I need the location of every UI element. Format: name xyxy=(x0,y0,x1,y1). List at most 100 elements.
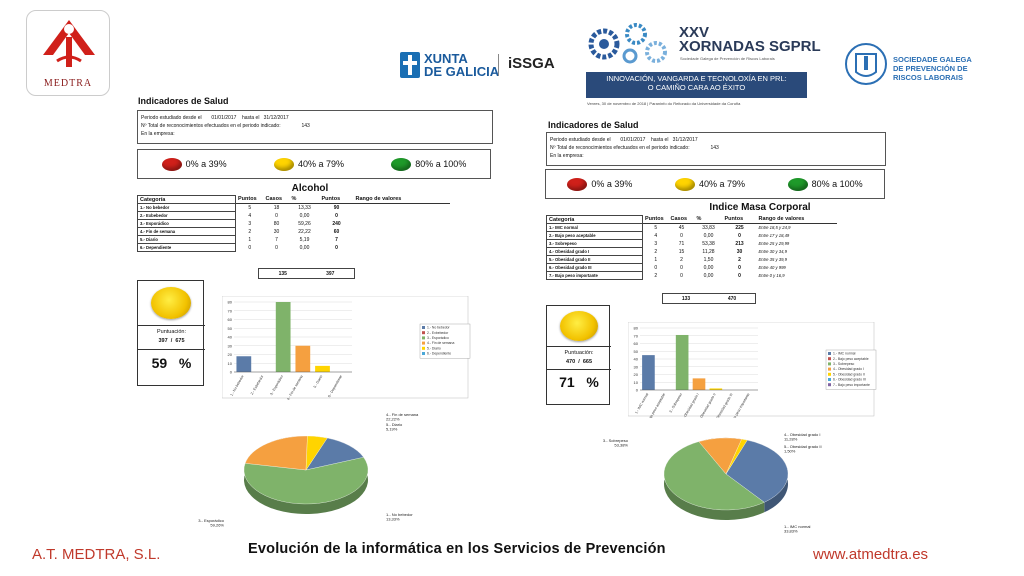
right-period-label: Periodo estudiado desde el xyxy=(550,137,611,143)
left-score-label: Puntuación: xyxy=(156,329,187,335)
left-total-cases: 135 xyxy=(278,270,287,277)
legend-swatch xyxy=(828,357,831,361)
row-cell: 0,00 xyxy=(703,264,714,271)
row-cell: 22,22 xyxy=(298,228,311,235)
footer-website-link[interactable]: www.atmedtra.es xyxy=(813,546,929,563)
bar xyxy=(295,345,311,372)
row-cell: 240 xyxy=(332,220,341,227)
row-cell: 0 xyxy=(248,244,252,251)
event-name: XORNADAS SGPRL xyxy=(679,38,821,55)
y-tick-label: 10 xyxy=(228,361,233,366)
row-cell xyxy=(354,236,450,244)
col-header: Categoría xyxy=(137,195,236,204)
right-total-cases: 133 xyxy=(681,295,691,302)
bar xyxy=(275,302,291,372)
pie-slice xyxy=(245,435,308,471)
row-cell: 90 xyxy=(333,204,340,211)
left-info-box: Periodo estudiado desde el 01/01/2017 ha… xyxy=(137,110,493,144)
right-info-box: Periodo estudiado desde el 01/01/2017 ha… xyxy=(546,132,886,166)
row-cell: Entre 0 y 16,9 xyxy=(758,273,785,278)
pie-label: 5.- Obesidad grado II xyxy=(784,444,822,449)
pie-label: 5.- Diario xyxy=(386,422,403,427)
col-header: Puntos xyxy=(235,195,264,204)
table-row: 2.- Bajo peso aceptable 4 0 0,00 0 Entre 17 y… xyxy=(546,231,837,240)
row-category: 2.- Bajo peso aceptable xyxy=(546,231,643,240)
table-row: 5.- Diario 1 7 5,19 7 xyxy=(137,235,450,244)
row-category: 2.- Exbebedor xyxy=(137,211,236,220)
legend-yellow-label: 40% a 79% xyxy=(297,158,344,169)
legend-entry: 5.- Obesidad grado II xyxy=(833,372,865,376)
table-row: 2.- Exbebedor 4 0 0,00 0 xyxy=(137,211,450,220)
y-tick-label: 0 xyxy=(636,388,639,393)
row-cell xyxy=(354,212,450,220)
table-header: Categoría Puntos Casos % Puntos Rango de… xyxy=(137,195,450,204)
yellow-light-icon xyxy=(273,157,294,171)
row-category: 4.- Fin de semana xyxy=(137,227,236,236)
row-cell: 7 xyxy=(275,236,278,243)
row-cell xyxy=(354,228,450,236)
col-header: Puntos xyxy=(642,215,669,224)
right-score-label: Puntuación: xyxy=(564,350,594,356)
row-category: 4.- Obesidad grado I xyxy=(546,247,643,256)
row-cell: Entre 17 y 18,49 xyxy=(758,233,790,238)
left-total-value: 143 xyxy=(301,123,310,129)
row-cell: 45 xyxy=(678,224,685,231)
legend-green: 80% a 100% xyxy=(787,177,863,191)
legend-red: 0% a 39% xyxy=(567,177,632,191)
left-section-title: Alcohol xyxy=(291,183,329,194)
left-period-to-label: hasta el xyxy=(241,115,260,121)
pie-label: 3.- Sobrepeso xyxy=(603,438,629,443)
row-cell: 59,26 xyxy=(298,220,311,227)
green-light-icon xyxy=(391,157,412,171)
row-cell: 15 xyxy=(678,248,685,255)
row-cell: 225 xyxy=(735,224,744,231)
table-row: 6.- Dependiente 0 0 0,00 0 xyxy=(137,243,450,252)
legend-green: 80% a 100% xyxy=(391,157,466,171)
y-tick-label: 0 xyxy=(230,370,233,375)
col-header: Categoría xyxy=(546,215,643,224)
row-cell: 7 xyxy=(335,236,338,243)
right-score: 470 xyxy=(565,359,576,365)
left-percent-sign: % xyxy=(178,355,192,371)
sgprl-line2: DE PREVENCIÓN DE xyxy=(893,64,968,73)
row-cell: 60 xyxy=(333,228,340,235)
row-category: 3.- Esporádico xyxy=(137,219,236,228)
bar xyxy=(236,356,252,372)
right-period-from: 01/01/2017 xyxy=(620,137,646,143)
bar xyxy=(709,388,723,390)
left-period-label: Periodo estudiado desde el xyxy=(141,115,202,121)
red-light-icon xyxy=(161,157,182,171)
left-company-label: En la empresa: xyxy=(141,131,175,137)
row-cell: 0 xyxy=(680,232,683,239)
row-cell xyxy=(354,244,450,252)
pie-label: 4.- Obesidad grado I xyxy=(784,432,820,437)
table-row: 3.- Sobrepeso 3 71 53,38 213 Entre 25 y 29,99 xyxy=(546,239,837,248)
right-total-points: 470 xyxy=(727,295,737,302)
table-row: 1.- No bebedor 5 18 13,33 90 xyxy=(137,203,450,212)
col-header: Rango de valores xyxy=(756,215,837,224)
pie-percent-label: 13,33% xyxy=(386,517,400,522)
row-cell: 5 xyxy=(248,204,252,211)
row-cell: 2 xyxy=(738,256,741,263)
y-tick-label: 70 xyxy=(634,333,639,338)
event-date: Venres, 30 de novembro de 2018 | Paranin… xyxy=(587,101,741,106)
pie-slice xyxy=(243,457,369,505)
xunta-line1: XUNTA xyxy=(424,51,468,66)
col-header: Casos xyxy=(263,195,290,204)
legend-entry: 6.- Obesidad grado III xyxy=(833,378,866,382)
row-cell: 0 xyxy=(680,264,683,271)
col-header: Rango de valores xyxy=(353,195,450,204)
chart-legend xyxy=(825,349,877,390)
row-cell: 33,83 xyxy=(702,224,715,231)
row-category: 6.- Dependiente xyxy=(137,243,236,252)
pie-label: 1.- No bebedor xyxy=(386,512,413,517)
col-header: Casos xyxy=(668,215,695,224)
right-company-label: En la empresa: xyxy=(550,153,584,159)
left-total-label: Nº Total de reconocimientos efectuados e… xyxy=(141,123,281,129)
legend-yellow: 40% a 79% xyxy=(273,157,344,171)
left-score-box: Puntuación: 397 / 675 59 % xyxy=(137,280,205,386)
row-cell: 3 xyxy=(248,220,252,227)
row-cell: 2 xyxy=(248,228,252,235)
table-row: 6.- Obesidad grado III 0 0 0,00 0 Entre 40 y … xyxy=(546,263,837,272)
